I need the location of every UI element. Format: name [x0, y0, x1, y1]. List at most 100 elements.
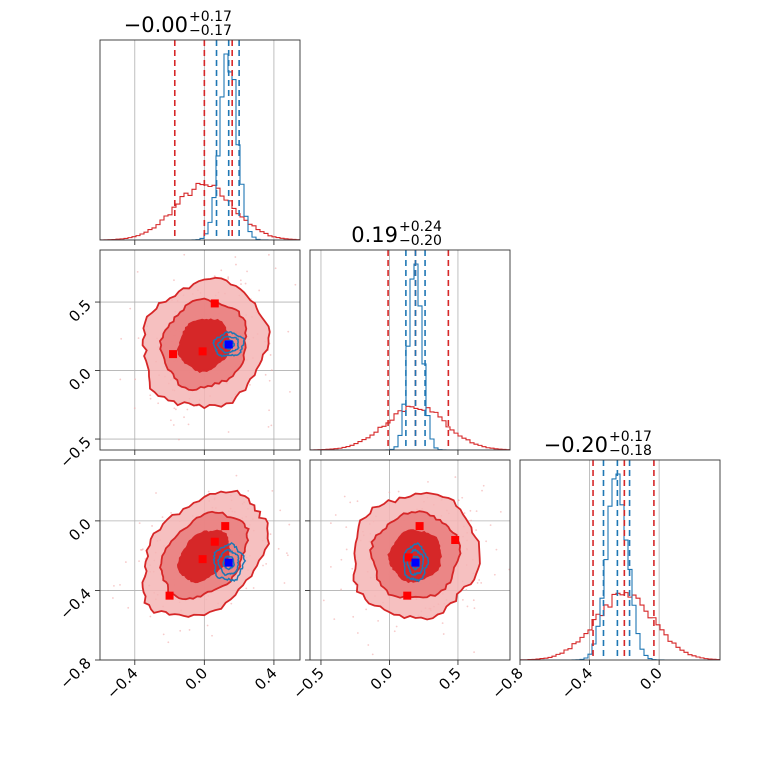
scatter-point — [173, 279, 175, 282]
scatter-point — [473, 651, 475, 654]
scatter-point — [136, 270, 139, 273]
scatter-point — [371, 653, 374, 656]
x-tick-label: 0.0 — [636, 664, 666, 694]
scatter-point — [333, 618, 336, 620]
scatter-point — [149, 397, 152, 400]
scatter-point — [466, 605, 469, 608]
scatter-point — [186, 408, 189, 411]
panel-density — [112, 474, 291, 644]
axes-frame — [519, 459, 721, 661]
scatter-point — [173, 407, 176, 410]
scatter-point — [103, 485, 105, 487]
scatter-point — [170, 511, 173, 514]
axes-frame — [309, 249, 511, 451]
scatter-point — [270, 424, 273, 427]
scatter-point — [235, 263, 237, 266]
scatter-point — [129, 307, 132, 310]
scatter-point — [213, 227, 215, 229]
scatter-point — [340, 588, 342, 591]
scatter-point — [157, 402, 160, 405]
scatter-point — [124, 561, 127, 563]
scatter-point — [427, 481, 429, 483]
scatter-point — [127, 606, 130, 609]
scatter-point — [227, 431, 230, 433]
panel-grid — [320, 250, 459, 450]
scatter-point — [461, 496, 464, 499]
scatter-point — [167, 641, 170, 644]
contour-blue — [212, 330, 245, 358]
density-fill-layer — [103, 227, 510, 656]
y-tick-label: 0.5 — [65, 296, 95, 326]
scatter-point — [473, 607, 476, 610]
scatter-point — [270, 369, 273, 372]
scatter-point — [169, 419, 172, 422]
scatter-point — [478, 579, 481, 581]
scatter-point — [329, 565, 332, 568]
scatter-point — [268, 379, 271, 382]
scatter-point — [454, 476, 457, 478]
marker-red — [221, 522, 230, 531]
panel-histogram — [100, 40, 300, 240]
histogram-red — [100, 182, 300, 240]
scatter-point — [482, 484, 485, 487]
scatter-point — [294, 283, 297, 286]
axes-frame — [99, 249, 301, 451]
marker-layer — [165, 299, 460, 600]
y-tick-label: −0.8 — [56, 654, 94, 692]
scatter-point — [264, 373, 267, 376]
x-tick-label: −0.4 — [103, 664, 141, 702]
scatter-point — [267, 425, 270, 428]
scatter-point — [356, 632, 359, 634]
panel-markers — [165, 522, 233, 600]
scatter-point — [283, 582, 286, 584]
scatter-point — [206, 624, 209, 627]
scatter-point — [329, 522, 332, 525]
scatter-point — [461, 599, 464, 601]
marker-red — [404, 553, 413, 562]
marker-red — [210, 537, 219, 546]
axes-frame — [99, 39, 301, 241]
contour-red — [176, 318, 232, 373]
scatter-point — [463, 512, 466, 514]
scatter-point — [351, 567, 354, 570]
x-tick-label: 0.0 — [367, 664, 397, 694]
scatter-point — [188, 629, 191, 631]
scatter-point — [119, 583, 121, 586]
scatter-point — [247, 489, 250, 492]
scatter-point — [365, 608, 368, 611]
scatter-point — [277, 547, 280, 550]
x-tick-label: −0.8 — [488, 664, 526, 702]
scatter-point — [475, 510, 478, 513]
scatter-point — [230, 602, 233, 605]
scatter-point — [356, 500, 359, 503]
panel-histogram — [520, 460, 720, 660]
panel-density — [103, 227, 297, 487]
scatter-point — [127, 242, 129, 244]
scatter-point — [499, 510, 502, 513]
scatter-point — [220, 269, 223, 272]
panel-markers — [169, 299, 233, 359]
scatter-point — [489, 524, 492, 527]
scatter-point — [179, 629, 182, 632]
panel-title-value: −0.00 — [124, 13, 188, 37]
marker-red — [451, 536, 460, 544]
scatter-point — [279, 509, 282, 512]
scatter-point — [155, 492, 157, 494]
scatter-point — [187, 423, 190, 426]
scatter-point — [367, 644, 370, 646]
scatter-point — [495, 548, 498, 551]
scatter-point — [151, 525, 153, 527]
contour-blue — [216, 548, 240, 576]
scatter-point — [207, 490, 210, 493]
histogram-layer — [100, 40, 720, 660]
scatter-point — [138, 560, 140, 563]
scatter-point — [469, 509, 472, 512]
scatter-point — [249, 384, 251, 386]
scatter-point — [172, 424, 175, 426]
marker-red — [165, 591, 174, 600]
histogram-blue — [520, 473, 720, 660]
panel-title-plus: +0.17 — [609, 429, 652, 445]
scatter-point — [137, 337, 140, 340]
scatter-point — [395, 625, 398, 628]
scatter-point — [393, 630, 396, 633]
